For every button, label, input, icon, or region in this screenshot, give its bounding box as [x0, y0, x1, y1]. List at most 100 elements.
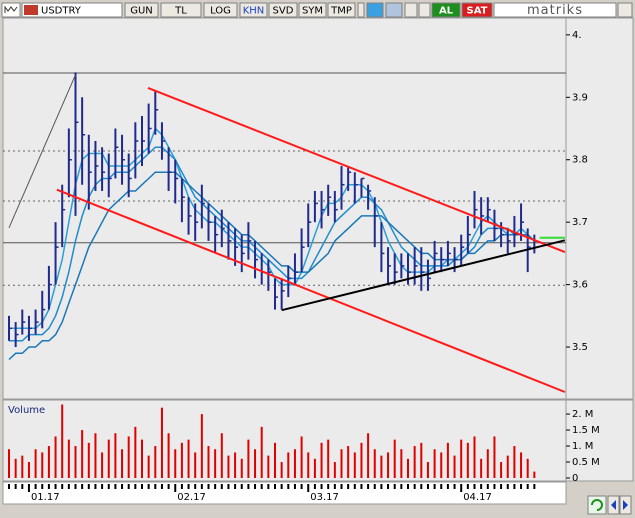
button-label: LOG [210, 6, 231, 17]
volume-bar [440, 452, 443, 478]
button[interactable] [268, 2, 298, 18]
volume-bar [67, 439, 70, 478]
volume-bar [14, 458, 17, 478]
y-tick-label: 3.5 [572, 342, 588, 353]
button-label: GUN [130, 6, 153, 17]
average-line [9, 127, 535, 330]
volume-bar [313, 458, 316, 478]
volume-bar [373, 449, 376, 478]
volume-bar [8, 449, 10, 478]
volume-bar [387, 452, 390, 478]
volume-bar [486, 449, 489, 478]
volume-bar [180, 442, 183, 478]
volume-bar [114, 433, 117, 478]
volume-bar [473, 436, 476, 478]
volume-bar [34, 449, 37, 478]
trend-line [8, 74, 76, 228]
refresh-button[interactable] [587, 495, 607, 515]
volume-bar [74, 446, 77, 478]
button[interactable] [124, 2, 159, 18]
button[interactable] [160, 2, 202, 18]
button-label: KHN [243, 6, 265, 17]
volume-bar [293, 449, 296, 478]
volume-bar [500, 462, 503, 478]
button[interactable] [357, 2, 365, 18]
volume-bar [41, 452, 44, 478]
volume-bar [426, 462, 429, 478]
volume-bar [61, 404, 64, 478]
volume-bar [87, 442, 90, 478]
volume-bar [127, 436, 130, 478]
volume-bar [393, 439, 396, 478]
buy-button[interactable] [431, 2, 461, 18]
volume-bar [367, 433, 370, 478]
y-tick-label: 4. [572, 30, 582, 41]
volume-bar [274, 442, 276, 478]
button[interactable] [327, 2, 356, 18]
menu-icon[interactable] [1, 2, 21, 18]
tool-icon[interactable] [404, 2, 418, 18]
y-tick-label: 3.6 [572, 280, 588, 291]
volume-bar [353, 452, 356, 478]
volume-bar [453, 455, 456, 478]
volume-bar [101, 452, 104, 478]
trend-line [56, 188, 566, 393]
volume-panel [2, 399, 634, 482]
volume-bar [267, 455, 270, 478]
volume-bar [460, 439, 463, 478]
volume-bar [234, 452, 237, 478]
volume-bar [413, 446, 416, 478]
volume-bar [380, 455, 383, 478]
volume-bar [207, 446, 210, 478]
volume-bar [327, 439, 330, 478]
volume-bar [194, 452, 197, 478]
volume-bar [493, 436, 496, 478]
volume-bar [433, 449, 436, 478]
volume-bar [420, 442, 423, 478]
volume-bar [107, 439, 110, 478]
close-button[interactable] [617, 2, 633, 18]
button[interactable] [203, 2, 238, 18]
volume-bar [300, 436, 303, 478]
symbol-box[interactable] [21, 2, 123, 18]
twitter-icon[interactable] [366, 2, 384, 18]
volume-bar [81, 430, 84, 478]
volume-bar [227, 455, 230, 478]
button-label: TL [174, 6, 187, 17]
button-label: SYM [302, 6, 323, 17]
volume-bar [160, 407, 163, 478]
sell-label: SAT [467, 6, 488, 17]
volume-bar [167, 433, 170, 478]
volume-bar [407, 458, 409, 478]
button[interactable] [239, 2, 268, 18]
volume-bar [94, 433, 97, 478]
brand-box [493, 2, 617, 18]
volume-bar [21, 455, 24, 478]
y-tick-label: 1. M [572, 441, 593, 452]
button-label: TMP [330, 6, 352, 17]
x-axis-strip [2, 481, 567, 505]
buy-label: AL [439, 6, 454, 17]
sell-button[interactable] [461, 2, 493, 18]
button[interactable] [298, 2, 327, 18]
brand: matriks [527, 3, 583, 18]
volume-bar [513, 446, 516, 478]
arrow-glyph [611, 500, 616, 510]
button-label: SVD [273, 6, 294, 17]
tool-icon[interactable] [385, 2, 403, 18]
volume-bar [141, 439, 143, 478]
x-tick-label: 04.17 [463, 492, 492, 503]
volume-bar [174, 449, 177, 478]
volume-bar [506, 455, 509, 478]
volume-bar [147, 455, 150, 478]
volume-bar [254, 449, 257, 478]
volume-bar [54, 436, 57, 478]
tool-icon[interactable] [418, 2, 431, 18]
volume-bar [187, 439, 190, 478]
volume-bar [466, 442, 469, 478]
volume-bar [480, 458, 483, 478]
trend-line [147, 86, 566, 254]
flag-icon [24, 5, 38, 15]
volume-bar [400, 449, 403, 478]
